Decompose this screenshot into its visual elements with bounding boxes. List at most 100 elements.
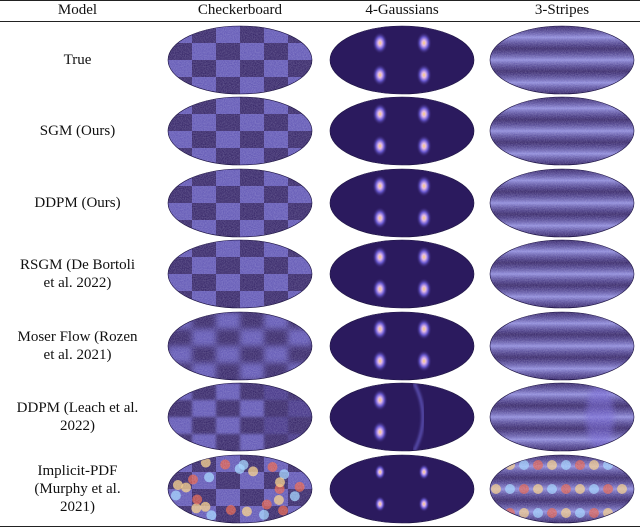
gaussian-mode <box>372 278 388 301</box>
gaussian-mode <box>372 206 388 229</box>
ellipse-outline <box>167 25 313 95</box>
row-label-text: Moser Flow (Rozen et al. 2021) <box>17 328 138 363</box>
gaussian-mode <box>416 135 432 158</box>
ellipse-outline <box>329 382 475 452</box>
ellipse-base <box>330 383 474 452</box>
stripes-pattern <box>490 25 634 94</box>
checkerboard-pattern <box>168 311 312 380</box>
noise-overlay <box>168 383 312 452</box>
gaussian-mode <box>372 421 388 444</box>
gaussian-mode <box>374 495 386 512</box>
stripes-pattern <box>490 454 634 523</box>
gaussian-mode <box>372 246 388 269</box>
stripes-plot <box>489 96 635 166</box>
ellipse-outline <box>167 454 313 524</box>
ellipse-outline <box>167 239 313 309</box>
row-label-text: Implicit-PDF (Murphy et al. 2021) <box>34 462 121 515</box>
row-label-text: RSGM (De Bortoli et al. 2022) <box>19 257 135 292</box>
checkerboard-plot <box>167 239 313 309</box>
header-4-gaussians: 4-Gaussians <box>365 2 439 18</box>
gaussian-mode <box>416 317 432 340</box>
stripes-pattern <box>490 168 634 237</box>
header-rule <box>0 21 640 22</box>
ellipse-outline <box>489 25 635 95</box>
row-label: Implicit-PDF (Murphy et al. 2021) <box>0 453 155 525</box>
gaussians-pattern <box>330 97 474 166</box>
noise-overlay <box>490 97 634 166</box>
gaussians-pattern <box>330 311 474 380</box>
noise-overlay <box>490 383 634 452</box>
ellipse-outline <box>329 311 475 381</box>
noise-overlay <box>168 97 312 166</box>
gaussians-plot <box>329 168 475 238</box>
header-checkerboard: Checkerboard <box>197 2 283 18</box>
gaussians-pattern <box>330 25 474 94</box>
ellipse-base <box>330 240 474 309</box>
gaussians-plot <box>329 454 475 524</box>
checkerboard-pattern <box>168 454 312 523</box>
checkerboard-pattern <box>168 25 312 94</box>
gaussian-mode <box>372 103 388 126</box>
checkerboard-plot <box>167 454 313 524</box>
gaussians-plot <box>329 382 475 452</box>
gaussians-pattern <box>330 454 474 523</box>
row-label-text: DDPM (Leach et al. 2022) <box>16 400 139 435</box>
ellipse-outline <box>489 168 635 238</box>
header-3-stripes: 3-Stripes <box>534 2 590 18</box>
row-label: DDPM (Leach et al. 2022) <box>0 382 155 454</box>
ellipse-outline <box>489 239 635 309</box>
ellipse-outline <box>489 96 635 166</box>
gaussian-mode <box>416 63 432 86</box>
row-label: RSGM (De Bortoli et al. 2022) <box>0 239 155 311</box>
hot-cell <box>491 507 501 518</box>
ellipse-base <box>330 311 474 380</box>
gaussian-mode <box>416 31 432 54</box>
noise-overlay <box>490 454 634 523</box>
gaussian-mode <box>372 31 388 54</box>
ellipse-outline <box>329 239 475 309</box>
stripes-pattern <box>490 383 634 452</box>
row-label: DDPM (Ours) <box>0 167 155 239</box>
bottom-rule <box>0 526 640 527</box>
checkerboard-plot <box>167 311 313 381</box>
stripes-plot <box>489 239 635 309</box>
gaussian-mode <box>416 246 432 269</box>
gaussians-plot <box>329 96 475 166</box>
gaussian-mode <box>418 463 430 480</box>
noise-overlay <box>490 240 634 309</box>
gaussian-mode <box>416 278 432 301</box>
noise-overlay <box>168 311 312 380</box>
gaussian-mode <box>372 174 388 197</box>
noise-overlay <box>490 168 634 237</box>
noise-overlay <box>168 240 312 309</box>
gaussian-mode <box>416 174 432 197</box>
ellipse-base <box>330 97 474 166</box>
stripes-pattern <box>490 240 634 309</box>
stripes-pattern <box>490 97 634 166</box>
gaussian-mode <box>372 349 388 372</box>
ellipse-base <box>330 25 474 94</box>
ellipse-outline <box>489 311 635 381</box>
header-model: Model <box>57 2 98 18</box>
stripes-plot <box>489 25 635 95</box>
checkerboard-pattern <box>168 383 312 452</box>
noise-overlay <box>168 25 312 94</box>
ellipse-outline <box>489 454 635 524</box>
checkerboard-pattern <box>168 97 312 166</box>
gaussian-mode <box>372 317 388 340</box>
noise-overlay <box>168 168 312 237</box>
row-label: Moser Flow (Rozen et al. 2021) <box>0 310 155 382</box>
row-label: SGM (Ours) <box>0 96 155 168</box>
row-label-text: True <box>63 51 92 68</box>
checkerboard-pattern <box>168 240 312 309</box>
noise-overlay <box>168 454 312 523</box>
gaussian-mode <box>416 103 432 126</box>
gaussian-mode <box>416 349 432 372</box>
ellipse-outline <box>329 168 475 238</box>
gaussians-plot <box>329 25 475 95</box>
checkerboard-plot <box>167 96 313 166</box>
gaussian-mode <box>372 63 388 86</box>
ellipse-outline <box>329 96 475 166</box>
row-label-text: DDPM (Ours) <box>34 194 121 211</box>
